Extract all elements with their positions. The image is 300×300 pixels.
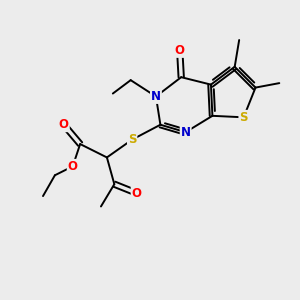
Text: N: N bbox=[181, 126, 191, 139]
Text: S: S bbox=[239, 111, 248, 124]
Text: O: O bbox=[175, 44, 185, 57]
Text: O: O bbox=[59, 118, 69, 131]
Text: O: O bbox=[132, 187, 142, 200]
Text: N: N bbox=[151, 90, 161, 103]
Text: S: S bbox=[128, 133, 136, 146]
Text: O: O bbox=[68, 160, 78, 173]
